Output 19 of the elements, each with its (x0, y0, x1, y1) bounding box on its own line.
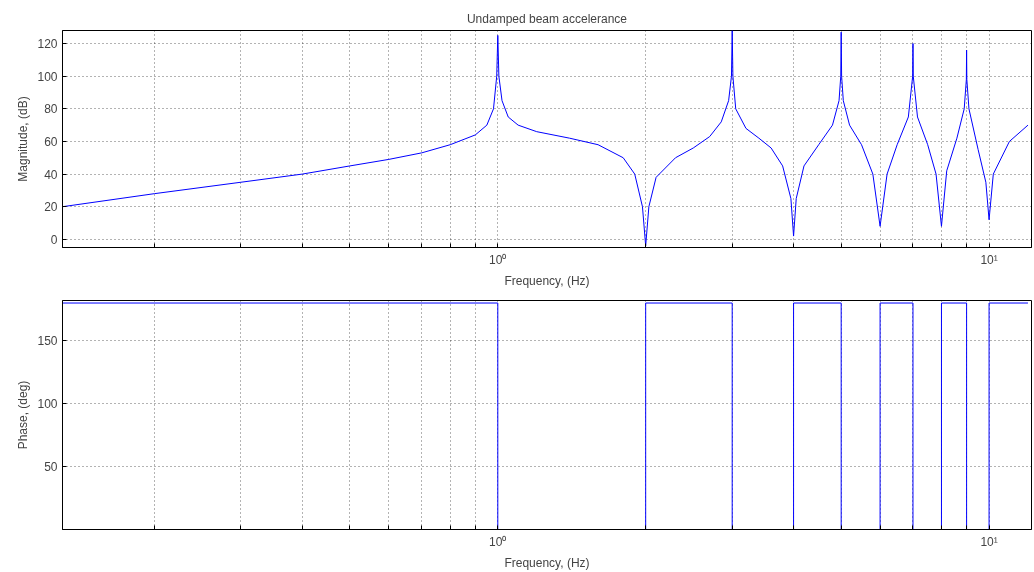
x-tick-label: 10¹ (980, 252, 998, 267)
y-tick-label: 20 (44, 200, 58, 215)
y-axis-title: Phase, (deg) (16, 380, 31, 450)
y-tick-label: 150 (37, 334, 58, 349)
x-tick-label: 10⁰ (489, 534, 507, 549)
x-tick-label: 10¹ (980, 534, 998, 549)
x-axis-title: Frequency, (Hz) (504, 555, 590, 570)
y-tick-label: 120 (37, 37, 58, 52)
y-tick-label: 80 (44, 102, 58, 117)
y-tick-label: 60 (44, 134, 58, 149)
x-tick-label: 10⁰ (489, 252, 507, 267)
chart-title: Undamped beam accelerance (466, 11, 628, 26)
y-axis-title: Magnitude, (dB) (16, 96, 31, 182)
y-tick-label: 0 (50, 232, 58, 247)
y-tick-label: 40 (44, 167, 58, 182)
y-tick-label: 100 (37, 69, 58, 84)
x-axis-title: Frequency, (Hz) (504, 273, 590, 288)
y-tick-label: 50 (44, 460, 58, 475)
y-tick-label: 100 (37, 397, 58, 412)
